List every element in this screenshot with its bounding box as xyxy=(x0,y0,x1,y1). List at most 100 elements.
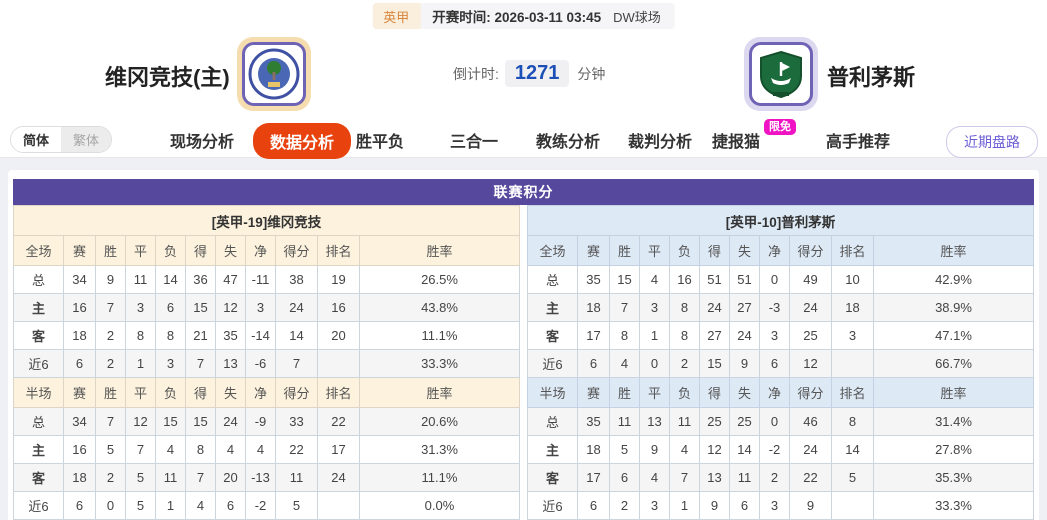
table-cell: 5 xyxy=(275,491,318,520)
column-header-row-half: 半场赛胜平负得失净得分 排名 胜率 xyxy=(13,377,520,408)
table-cell: 11 xyxy=(275,463,318,492)
table-cell: 失 xyxy=(729,235,760,266)
table-cell: 27 xyxy=(729,293,760,322)
toggle-traditional[interactable]: 繁体 xyxy=(61,127,112,152)
away-team-logo[interactable] xyxy=(744,37,818,111)
table-cell: 20.6% xyxy=(359,407,520,436)
table-cell: 5 xyxy=(95,435,126,464)
nav-tab[interactable]: 现场分析 xyxy=(170,134,235,151)
table-row: 近6 6 2 3 1 9 6 3 9 33.3% xyxy=(527,491,1034,520)
nav-tab[interactable]: 胜平负 xyxy=(356,134,405,151)
table-cell: 5 xyxy=(609,435,640,464)
table-cell: 7 xyxy=(185,463,216,492)
plymouth-crest-icon xyxy=(760,50,802,99)
table-cell: 43.8% xyxy=(359,293,520,322)
nav-tab[interactable]: 捷报猫 限免 xyxy=(712,119,796,152)
nav-tab[interactable]: 教练分析 xyxy=(536,134,601,151)
recent-odds-button[interactable]: 近期盘路 xyxy=(946,126,1038,158)
table-cell: 14 xyxy=(831,435,874,464)
countdown-value: 1271 xyxy=(504,60,570,87)
table-cell: 赛 xyxy=(577,235,610,266)
table-cell: 胜 xyxy=(609,377,640,408)
table-cell: 15 xyxy=(155,407,186,436)
table-cell: 得分 xyxy=(275,235,318,266)
table-cell: 7 xyxy=(95,407,126,436)
nav-bar: 简体 繁体 现场分析 数据分析 胜平负 三合一 教练分析 裁判分析 捷报猫 限免 高手推荐 近期… xyxy=(0,118,1047,159)
table-cell: 净 xyxy=(245,377,276,408)
team-header-label: [英甲-19]维冈竞技 xyxy=(13,205,520,236)
table-cell: 14 xyxy=(275,321,318,350)
table-cell: 19 xyxy=(317,265,360,294)
table-cell: 0.0% xyxy=(359,491,520,520)
league-points-card: 联赛积分 [英甲-19]维冈竞技 全场赛胜平负得失净得分 排名 胜率总 34 9 11 14 3… xyxy=(8,170,1039,520)
league-badge[interactable]: 英甲 xyxy=(372,3,421,29)
table-cell: 得 xyxy=(699,235,730,266)
table-cell: 胜率 xyxy=(359,377,520,408)
table-cell: 33 xyxy=(275,407,318,436)
match-info-bar: 英甲 开赛时间: 2026-03-11 03:45 DW球场 xyxy=(372,3,675,29)
table-cell: 近6 xyxy=(13,349,64,378)
table-cell: 得分 xyxy=(275,377,318,408)
table-cell: 胜 xyxy=(95,377,126,408)
table-cell: 49 xyxy=(789,265,832,294)
table-row: 总 34 9 11 14 36 47 -11 38 19 26.5% xyxy=(13,265,520,294)
table-cell: 5 xyxy=(125,491,156,520)
table-cell: 11 xyxy=(125,265,156,294)
nav-tab[interactable]: 裁判分析 xyxy=(628,134,693,151)
table-cell: 18 xyxy=(63,463,96,492)
table-cell: 47.1% xyxy=(873,321,1034,350)
toggle-simplified[interactable]: 简体 xyxy=(11,127,62,152)
table-cell: 27 xyxy=(699,321,730,350)
table-row: 近6 6 4 0 2 15 9 6 12 66.7% xyxy=(527,349,1034,378)
home-team-logo[interactable] xyxy=(237,37,311,111)
table-cell: 客 xyxy=(13,321,64,350)
table-cell: 赛 xyxy=(63,377,96,408)
table-cell: 7 xyxy=(125,435,156,464)
table-cell: 24 xyxy=(789,435,832,464)
table-cell: 26.5% xyxy=(359,265,520,294)
nav-tab[interactable]: 数据分析 xyxy=(253,123,352,159)
home-team-name: 维冈竞技(主) xyxy=(105,65,230,90)
table-cell: 3 xyxy=(831,321,874,350)
table-cell: 17 xyxy=(317,435,360,464)
table-cell: 16 xyxy=(669,265,700,294)
countdown-label: 倒计时: xyxy=(453,65,499,82)
table-cell: 15 xyxy=(185,407,216,436)
table-cell: 得分 xyxy=(789,235,832,266)
table-cell: 4 xyxy=(669,435,700,464)
table-cell: 排名 xyxy=(831,235,874,266)
table-cell: 6 xyxy=(155,293,186,322)
table-cell: 66.7% xyxy=(873,349,1034,378)
table-cell: 主 xyxy=(13,435,64,464)
table-cell: 11.1% xyxy=(359,321,520,350)
table-cell: 3 xyxy=(639,293,670,322)
table-cell: -6 xyxy=(245,349,276,378)
language-toggle: 简体 繁体 xyxy=(10,126,113,153)
table-cell: 34 xyxy=(63,265,96,294)
table-cell: 12 xyxy=(125,407,156,436)
table-cell: 主 xyxy=(527,435,578,464)
table-cell: 4 xyxy=(639,463,670,492)
table-cell: 3 xyxy=(759,321,790,350)
table-cell: 0 xyxy=(759,407,790,436)
table-cell: 净 xyxy=(759,235,790,266)
nav-tab[interactable]: 三合一 xyxy=(450,134,499,151)
table-cell: 主 xyxy=(13,293,64,322)
table-cell: 10 xyxy=(831,265,874,294)
nav-tab[interactable]: 高手推荐 xyxy=(826,134,891,151)
table-cell: 7 xyxy=(669,463,700,492)
table-cell: 27.8% xyxy=(873,435,1034,464)
table-cell: 2 xyxy=(669,349,700,378)
table-cell: 8 xyxy=(669,321,700,350)
table-cell: -2 xyxy=(245,491,276,520)
table-cell: 5 xyxy=(831,463,874,492)
table-cell: 全场 xyxy=(13,235,64,266)
table-cell: 17 xyxy=(577,463,610,492)
table-cell: 3 xyxy=(639,491,670,520)
table-cell: 近6 xyxy=(13,491,64,520)
table-row: 主 16 5 7 4 8 4 4 22 17 31.3% xyxy=(13,435,520,464)
table-cell: 3 xyxy=(155,349,186,378)
table-cell: 8 xyxy=(185,435,216,464)
table-cell: 8 xyxy=(125,321,156,350)
table-cell: 51 xyxy=(729,265,760,294)
